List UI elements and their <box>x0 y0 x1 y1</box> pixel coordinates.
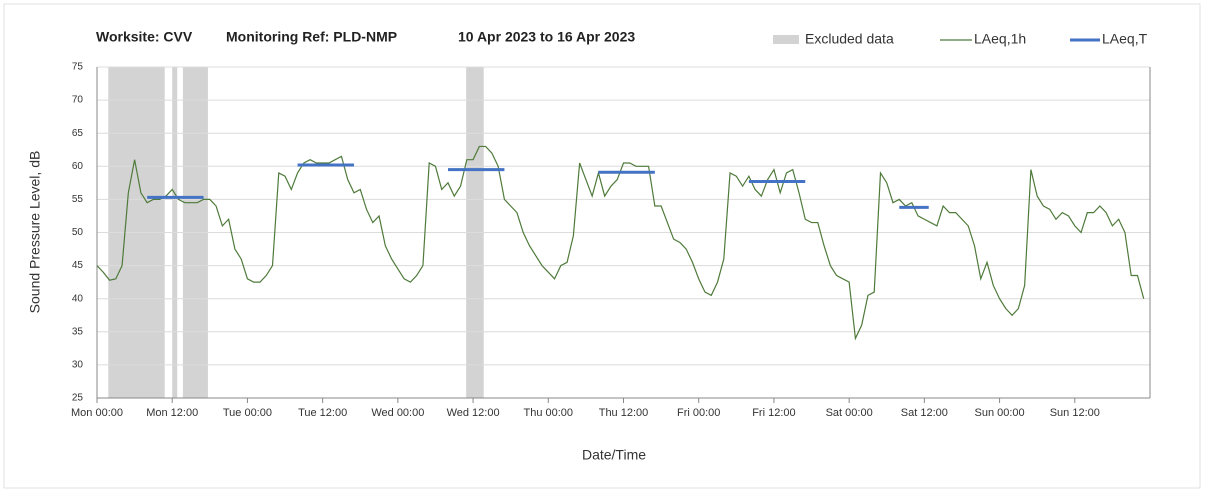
x-tick-label: Wed 00:00 <box>371 407 424 419</box>
x-tick-label: Fri 12:00 <box>752 407 795 419</box>
y-tick-label: 30 <box>72 360 84 371</box>
x-tick-label: Tue 00:00 <box>223 407 272 419</box>
legend-label: LAeq,1h <box>974 31 1026 47</box>
y-tick-label: 75 <box>72 62 84 73</box>
x-tick-label: Wed 12:00 <box>447 407 500 419</box>
title-dates: 10 Apr 2023 to 16 Apr 2023 <box>458 29 635 45</box>
y-tick-label: 70 <box>72 95 84 106</box>
x-tick-label: Mon 12:00 <box>146 407 198 419</box>
y-tick-label: 50 <box>72 227 84 238</box>
title-ref: Monitoring Ref: PLD-NMP <box>226 29 397 45</box>
legend-label: LAeq,T <box>1102 31 1148 47</box>
x-tick-label: Thu 12:00 <box>599 407 649 419</box>
title-site: Worksite: CVV <box>96 29 193 45</box>
y-tick-label: 40 <box>72 293 84 304</box>
y-tick-label: 25 <box>72 393 84 404</box>
y-tick-label: 35 <box>72 326 84 337</box>
x-tick-label: Sat 12:00 <box>901 407 948 419</box>
x-tick-label: Sun 12:00 <box>1050 407 1100 419</box>
frame <box>3 3 1201 489</box>
x-tick-label: Sun 00:00 <box>974 407 1024 419</box>
y-tick-label: 60 <box>72 161 84 172</box>
legend-label: Excluded data <box>805 31 894 47</box>
y-tick-label: 55 <box>72 194 84 205</box>
legend-swatch <box>773 35 799 44</box>
x-tick-label: Thu 00:00 <box>524 407 574 419</box>
x-tick-label: Fri 00:00 <box>677 407 720 419</box>
y-tick-label: 45 <box>72 260 84 271</box>
x-axis-label: Date/Time <box>582 447 646 463</box>
y-axis-label: Sound Pressure Level, dB <box>27 151 43 314</box>
x-tick-label: Sat 00:00 <box>826 407 873 419</box>
y-tick-label: 65 <box>72 128 84 139</box>
x-tick-label: Mon 00:00 <box>71 407 123 419</box>
x-tick-label: Tue 12:00 <box>298 407 347 419</box>
series-line <box>96 145 1145 341</box>
